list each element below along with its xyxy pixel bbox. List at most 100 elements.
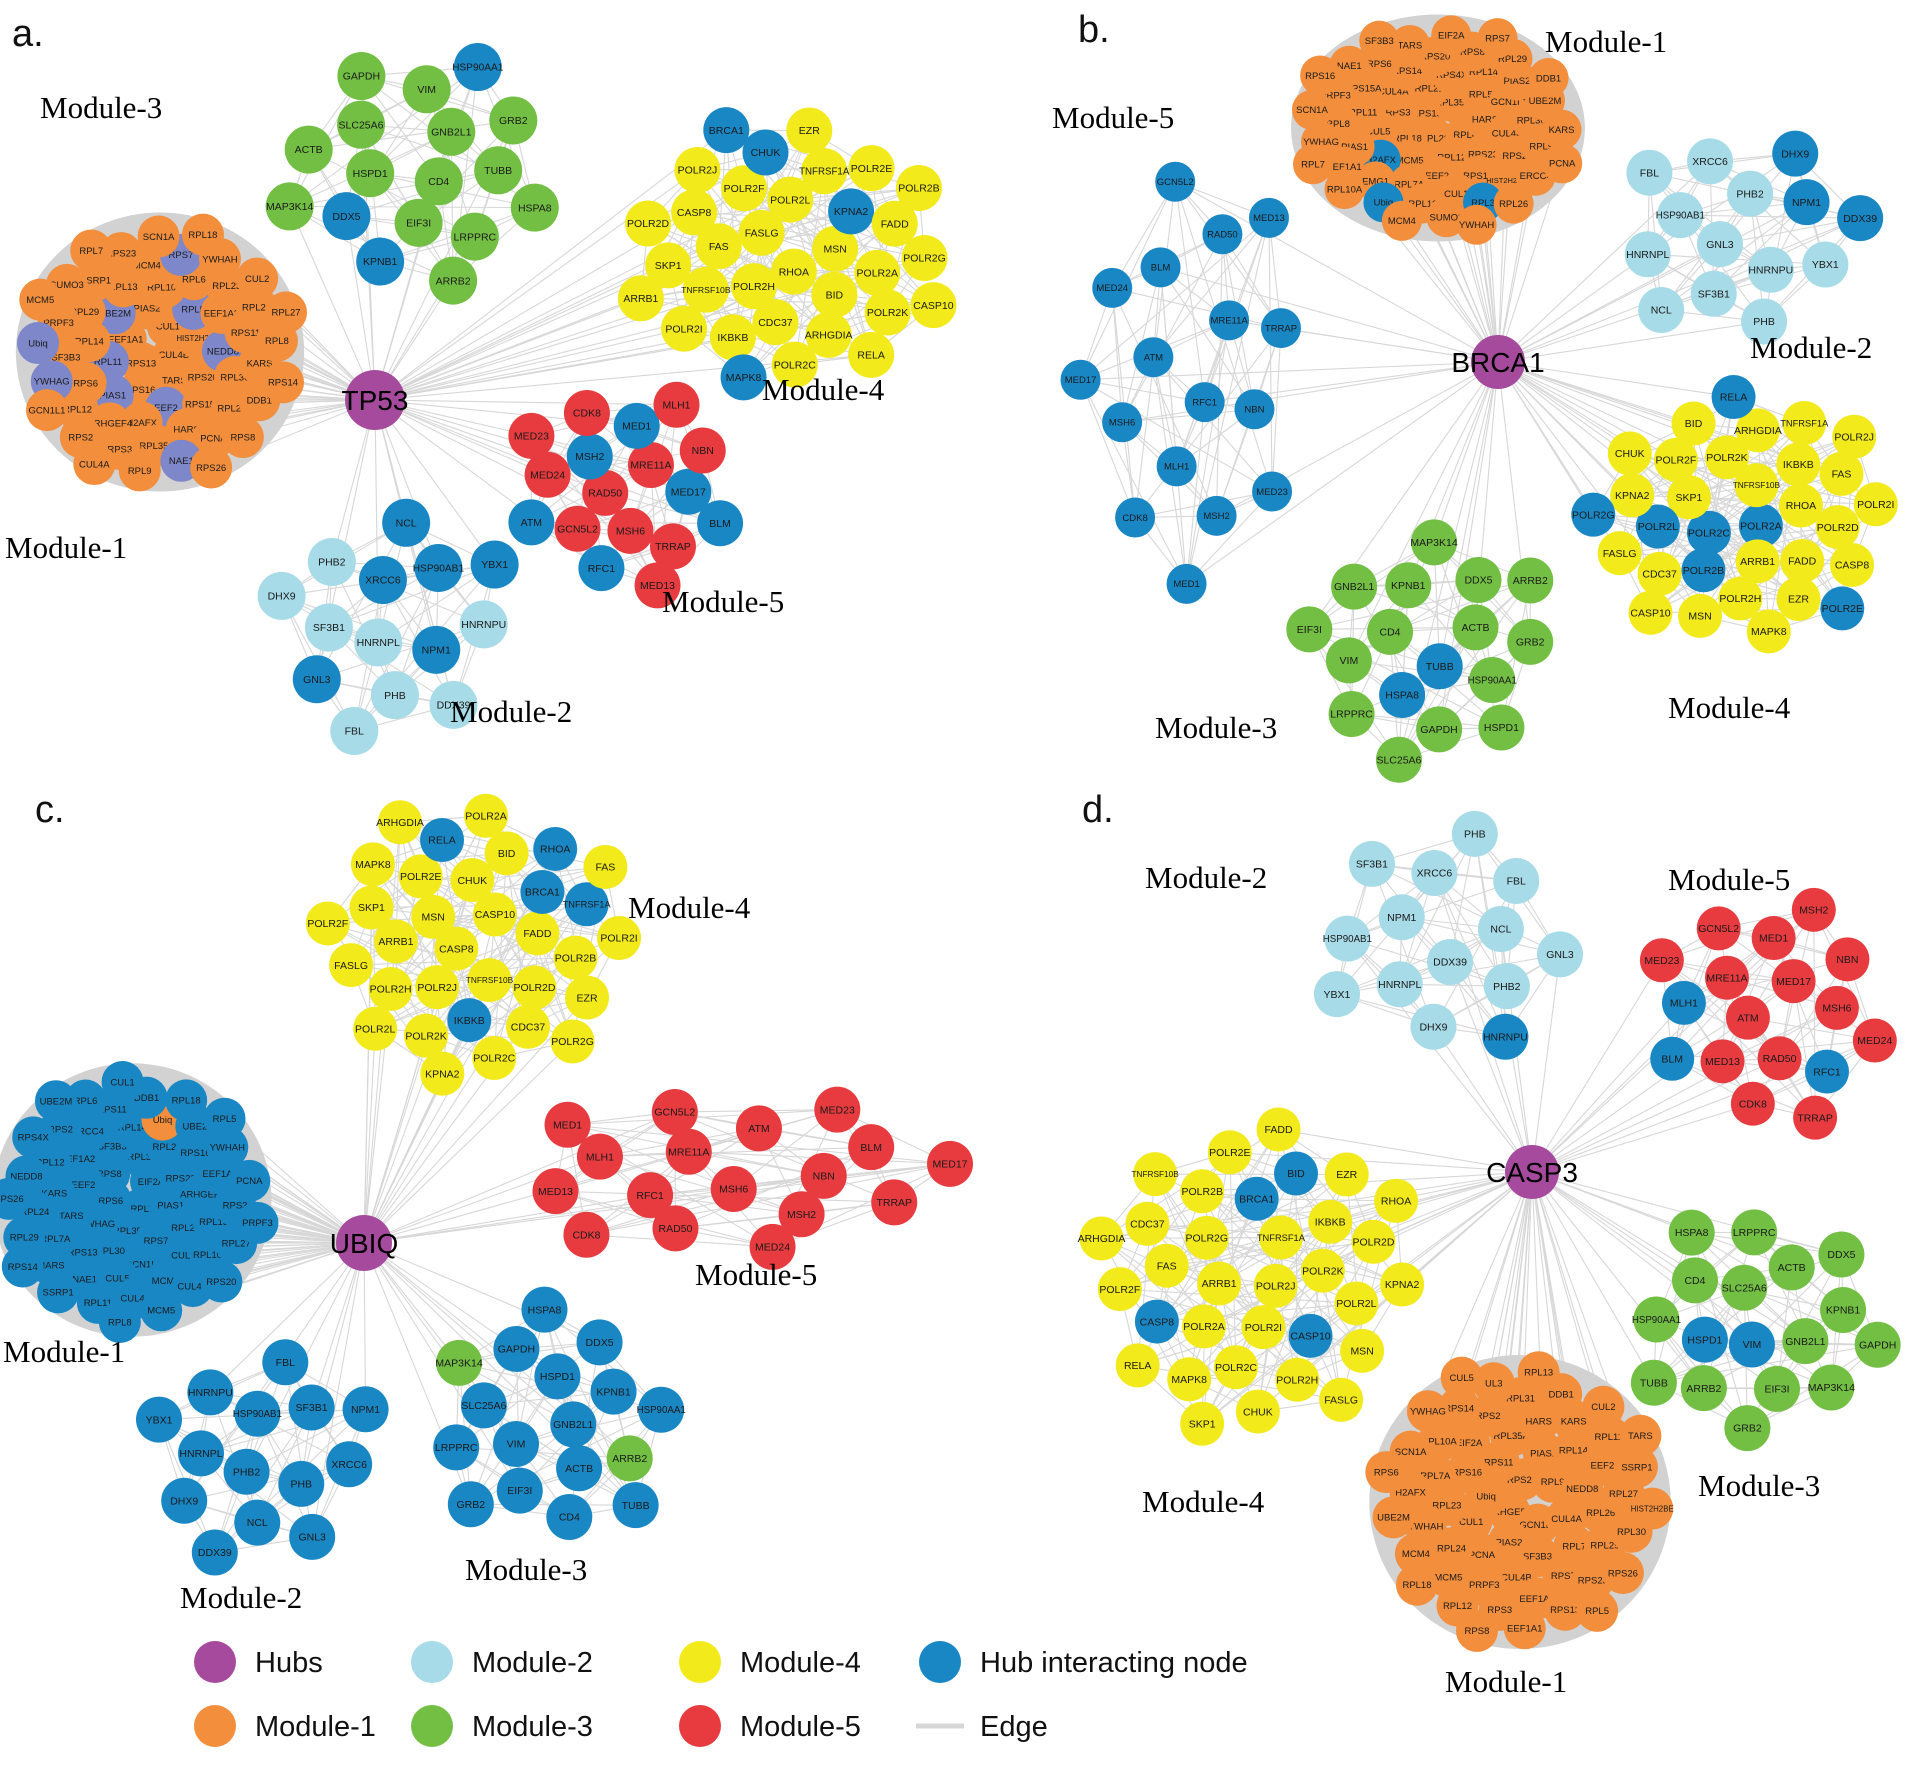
- node-label: IKBKB: [1783, 459, 1814, 471]
- node-label: MED1: [1759, 933, 1788, 945]
- node-DDB1: DDB1: [1528, 58, 1569, 99]
- node-label: NPM1: [1387, 912, 1416, 924]
- node-label: POLR2D: [1352, 1236, 1394, 1248]
- node-VIM: VIM: [402, 65, 451, 114]
- node-label: GNB2L1: [1334, 581, 1374, 593]
- node-label: FASLG: [1603, 548, 1637, 560]
- node-circle: [489, 96, 538, 145]
- node-CASP8: CASP8: [1830, 542, 1875, 587]
- node-label: RPS4X: [18, 1133, 50, 1144]
- node-MLH1: MLH1: [1156, 446, 1197, 487]
- node-CDK8: CDK8: [1115, 497, 1156, 538]
- node-Ubiq: Ubiq: [17, 322, 60, 365]
- node-HSP90AA1: HSP90AA1: [452, 43, 504, 92]
- node-label: MRE11A: [668, 1146, 709, 1158]
- node-BID: BID: [1273, 1151, 1318, 1196]
- node-label: HIST2H2BE: [1631, 1504, 1674, 1513]
- node-EIF3I: EIF3I: [394, 198, 443, 247]
- node-RAD50: RAD50: [652, 1205, 699, 1252]
- node-label: CDC37: [1130, 1218, 1165, 1230]
- node-EZR: EZR: [565, 975, 610, 1020]
- hub-node-BRCA1: BRCA1: [1451, 335, 1545, 389]
- edge: [281, 595, 437, 651]
- node-MSH2: MSH2: [1791, 887, 1836, 932]
- edge: [1176, 217, 1270, 467]
- node-label: RFC1: [1813, 1066, 1841, 1078]
- node-circle: [17, 322, 60, 365]
- node-circle: [864, 289, 911, 336]
- node-label: VIM: [417, 84, 436, 96]
- node-HSP90AA1: HSP90AA1: [637, 1386, 686, 1433]
- node-DDX5: DDX5: [576, 1319, 623, 1366]
- node-POLR2B: POLR2B: [1681, 548, 1726, 593]
- edge: [210, 1391, 350, 1465]
- node-ARRB1: ARRB1: [1197, 1261, 1242, 1306]
- edge: [674, 1111, 895, 1203]
- node-SLC25A6: SLC25A6: [337, 100, 386, 149]
- node-label: RAD50: [1207, 230, 1238, 241]
- node-label: MCM5: [26, 295, 54, 306]
- node-label: DDX5: [1827, 1249, 1855, 1261]
- legend-swatch: [194, 1705, 236, 1747]
- node-FAS: FAS: [695, 223, 742, 270]
- node-label: EIF3I: [1297, 624, 1322, 636]
- node-label: SCN1A: [143, 232, 175, 243]
- node-label: MSH6: [1822, 1003, 1851, 1015]
- node-GNL3: GNL3: [1696, 221, 1743, 268]
- node-label: XRCC6: [1692, 156, 1728, 168]
- node-label: YWHAH: [210, 1143, 246, 1154]
- node-YWHAH: YWHAH: [1456, 204, 1497, 245]
- node-POLR2A: POLR2A: [854, 249, 901, 296]
- node-label: PHB2: [1736, 188, 1764, 200]
- node-label: MED24: [1096, 283, 1128, 294]
- node-SLC25A6: SLC25A6: [1721, 1264, 1768, 1311]
- node-label: TUBB: [1640, 1377, 1668, 1389]
- hub-edge: [1432, 1026, 1533, 1173]
- node-label: POLR2G: [551, 1036, 594, 1048]
- node-label: NBN: [1244, 405, 1264, 416]
- node-label: SF3B1: [296, 1402, 328, 1414]
- node-label: RPL13: [109, 282, 138, 293]
- node-label: MAP3K14: [1808, 1382, 1855, 1394]
- node-label: GCN1L1: [29, 405, 66, 416]
- node-RPL27: RPL27: [265, 291, 308, 334]
- node-label: CHUK: [751, 147, 781, 159]
- edge: [1693, 423, 1741, 599]
- node-label: POLR2A: [465, 810, 506, 822]
- node-label: KPNA2: [834, 206, 869, 218]
- node-label: DDX39: [1433, 957, 1467, 969]
- node-MED17: MED17: [1771, 959, 1816, 1004]
- node-label: FADD: [1788, 556, 1816, 568]
- module-label-b-Module-5: Module-5: [1052, 100, 1174, 135]
- hub-edge: [1531, 1171, 1655, 1384]
- node-label: FAS: [1157, 1260, 1177, 1272]
- hub-edge: [209, 1242, 365, 1393]
- hub-edge: [374, 321, 776, 401]
- node-label: MED24: [530, 469, 565, 481]
- node-HSP90AB1: HSP90AB1: [413, 544, 464, 593]
- node-label: PHB: [1464, 829, 1486, 841]
- node-circle: [871, 200, 918, 247]
- node-label: RAD50: [588, 488, 622, 500]
- module-label-a-Module-4: Module-4: [762, 372, 885, 407]
- node-circle: [181, 213, 224, 256]
- node-label: MED24: [1857, 1035, 1892, 1047]
- node-POLR2D: POLR2D: [1815, 505, 1860, 550]
- node-label: RPS26: [1608, 1568, 1638, 1579]
- node-NPM1: NPM1: [1378, 894, 1425, 941]
- node-CD4: CD4: [1671, 1257, 1718, 1304]
- node-label: RPL5: [1585, 1606, 1609, 1617]
- node-circle: [721, 165, 768, 212]
- node-label: RPS20: [206, 1277, 236, 1288]
- node-label: RPL13: [1524, 1368, 1553, 1379]
- node-label: RPL9: [128, 466, 152, 477]
- hub-edge: [1497, 361, 1690, 498]
- node-label: POLR2K: [1706, 452, 1747, 464]
- node-RPL18: RPL18: [181, 213, 224, 256]
- node-label: UBE2M: [40, 1097, 73, 1108]
- module-label-d-Module-3: Module-3: [1698, 1468, 1820, 1503]
- node-LRPPRC: LRPPRC: [450, 212, 499, 261]
- node-POLR2C: POLR2C: [771, 341, 818, 388]
- node-circle: [304, 603, 353, 652]
